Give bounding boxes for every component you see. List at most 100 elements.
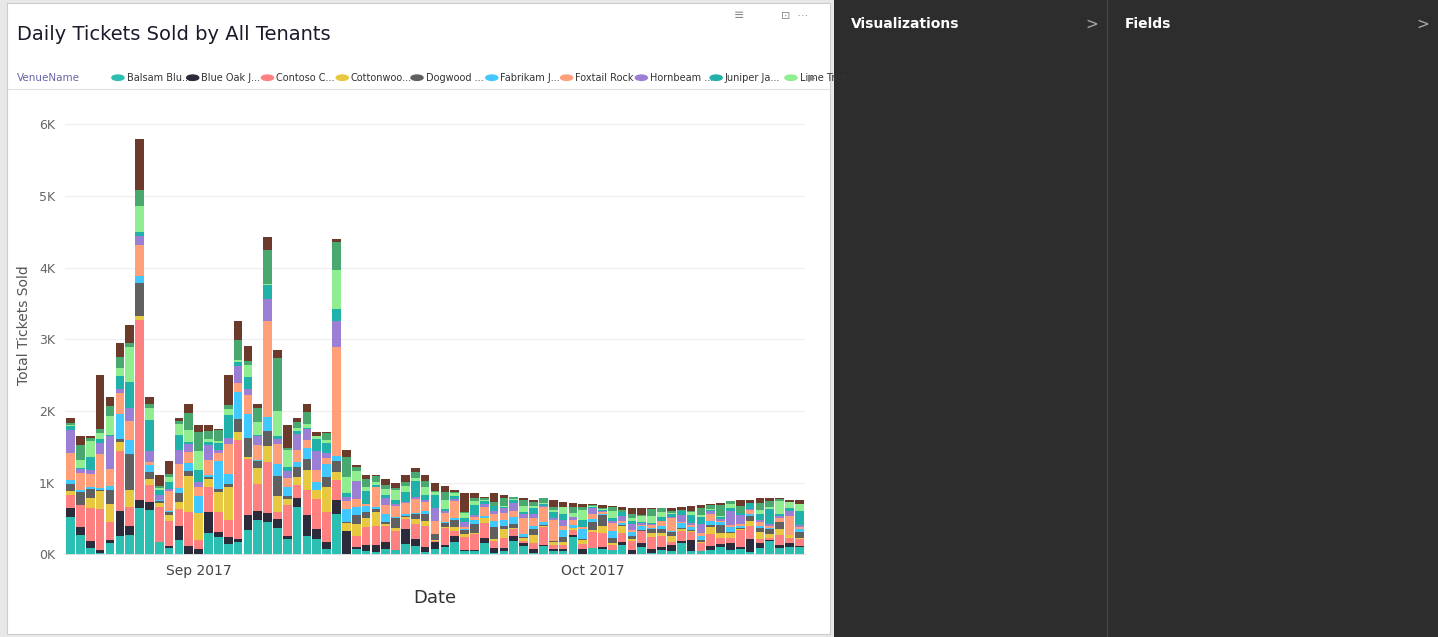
Bar [529, 543, 538, 548]
Bar [362, 512, 371, 517]
Bar [559, 542, 568, 545]
Text: Fields: Fields [1125, 17, 1171, 31]
Bar [755, 520, 765, 522]
Bar [165, 491, 174, 510]
Bar [214, 461, 223, 489]
Bar [283, 505, 292, 536]
Bar [746, 526, 755, 540]
Bar [440, 545, 449, 547]
Bar [332, 239, 341, 242]
Bar [657, 533, 666, 536]
Text: Color saturation: Color saturation [853, 578, 949, 591]
Bar [470, 524, 479, 533]
Bar [302, 490, 311, 515]
Text: Fabrikam J...: Fabrikam J... [500, 73, 561, 83]
Bar [362, 506, 371, 512]
Bar [66, 430, 75, 453]
Text: Visual level filters: Visual level filters [1130, 433, 1235, 446]
Bar [145, 420, 154, 451]
Bar [293, 450, 302, 462]
Bar [174, 509, 183, 526]
Bar [696, 515, 705, 517]
Bar [76, 436, 85, 445]
Bar [726, 550, 735, 554]
FancyBboxPatch shape [883, 261, 922, 299]
FancyBboxPatch shape [1008, 187, 1048, 226]
Bar [687, 511, 696, 512]
Text: ⁖: ⁖ [857, 159, 864, 172]
Bar [115, 393, 124, 414]
Bar [480, 506, 489, 516]
Bar [637, 523, 646, 525]
Text: Date: Date [1215, 290, 1245, 303]
Bar [243, 395, 252, 413]
Bar [86, 436, 95, 438]
Bar [332, 270, 341, 309]
Bar [184, 430, 193, 442]
Bar [785, 511, 794, 517]
Bar [480, 523, 489, 538]
Bar [214, 536, 223, 554]
Bar [273, 350, 282, 358]
Bar [696, 524, 705, 533]
Bar [342, 531, 351, 554]
Text: ▶: ▶ [1130, 138, 1137, 148]
Bar [66, 425, 75, 426]
Bar [509, 500, 518, 503]
Text: ✕: ✕ [1080, 541, 1090, 552]
Bar [293, 485, 302, 498]
Bar [519, 546, 528, 554]
Bar [411, 546, 420, 554]
Bar [637, 526, 646, 531]
Bar [470, 550, 479, 551]
Bar [726, 501, 735, 504]
Bar [736, 547, 745, 549]
Bar [401, 519, 410, 529]
Bar [184, 442, 193, 444]
Bar [293, 434, 302, 450]
Bar [716, 503, 725, 505]
Bar [706, 505, 715, 509]
Bar [174, 421, 183, 424]
Bar [618, 523, 627, 526]
Bar [460, 534, 469, 537]
Bar [273, 512, 282, 519]
Bar [234, 321, 243, 340]
Bar [273, 358, 282, 412]
Bar [795, 511, 804, 526]
Bar [765, 528, 774, 529]
Bar [637, 508, 646, 515]
Bar [411, 497, 420, 499]
Bar [509, 517, 518, 524]
Bar [539, 522, 548, 526]
Text: ·: · [984, 200, 988, 213]
Bar [696, 543, 705, 551]
Bar [204, 477, 213, 479]
Bar [618, 517, 627, 521]
Bar [677, 510, 686, 511]
Bar [421, 500, 430, 501]
Bar [352, 524, 361, 536]
Bar [529, 529, 538, 534]
Bar [165, 515, 174, 521]
Bar [706, 546, 715, 550]
Bar [283, 478, 292, 487]
Bar [302, 459, 311, 470]
Bar [184, 413, 193, 430]
Bar [588, 519, 597, 522]
Bar [204, 445, 213, 460]
Bar [765, 534, 774, 538]
Bar [775, 545, 784, 548]
Bar [411, 478, 420, 481]
Bar [627, 524, 636, 530]
Bar [371, 507, 380, 510]
Bar [66, 424, 75, 425]
Bar [66, 426, 75, 430]
Bar [411, 472, 420, 478]
Bar [125, 408, 134, 421]
Bar [411, 499, 420, 513]
Bar [204, 487, 213, 512]
Bar [234, 543, 243, 554]
Bar [253, 436, 262, 445]
Text: ⌒: ⌒ [899, 200, 906, 213]
